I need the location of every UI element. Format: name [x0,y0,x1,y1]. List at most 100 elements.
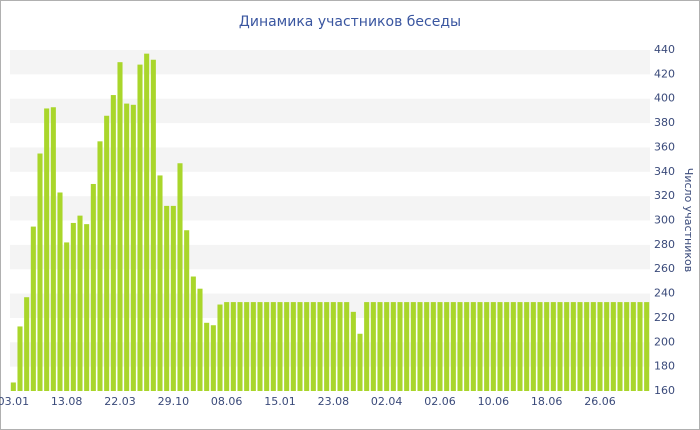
bar [77,215,83,391]
bar [490,302,496,391]
bar [290,302,296,391]
bar [70,222,76,391]
bar [417,302,423,391]
bar [524,302,530,391]
y-axis-title: Число участников [682,168,695,272]
bar [510,302,516,391]
bar [10,382,16,391]
bar [264,302,270,391]
y-tick-label: 160 [654,384,675,397]
bar [57,192,63,391]
grid-stripe [10,342,650,367]
x-tick-label: 26.06 [584,395,616,408]
bar [50,107,56,391]
x-tick-label: 10.06 [478,395,510,408]
bar [64,242,70,391]
y-tick-label: 300 [654,214,675,227]
bar [344,302,350,391]
grid-stripe [10,50,650,75]
bar [137,64,143,391]
bar [450,302,456,391]
bar [257,302,263,391]
bar [330,302,336,391]
x-tick-label: 29.10 [158,395,190,408]
bar [624,302,630,391]
y-tick-label: 420 [654,67,675,80]
bar [130,104,136,391]
bar [464,302,470,391]
bar [604,302,610,391]
bar [537,302,543,391]
bar [470,302,476,391]
bar [24,297,30,391]
y-tick-label: 180 [654,360,675,373]
bar [350,311,356,391]
x-tick-label: 22.03 [104,395,136,408]
bar [270,302,276,391]
bar [164,205,170,391]
bar [124,103,130,391]
grid-stripe [10,98,650,124]
bar [337,302,343,391]
bar [310,302,316,391]
bar [97,141,103,391]
bar [204,322,210,391]
bar [150,59,156,391]
y-tick-label: 380 [654,116,675,129]
y-tick-label: 260 [654,262,675,275]
bar [477,302,483,391]
bar [84,224,90,391]
bar [610,302,616,391]
bar [517,302,523,391]
bar [384,302,390,391]
bar [104,115,110,391]
bar [530,302,536,391]
bar [364,302,370,391]
bar [170,205,176,391]
bar [250,302,256,391]
grid-stripe [10,244,650,270]
y-tick-label: 400 [654,92,675,105]
bar [390,302,396,391]
bar [297,302,303,391]
x-tick-label: 03.01 [0,395,29,408]
y-tick-label: 280 [654,238,675,251]
bar [410,302,416,391]
y-tick-label: 440 [654,43,675,56]
bar [144,53,150,392]
bar [277,302,283,391]
bar [17,326,23,391]
x-tick-label: 18.06 [531,395,563,408]
y-tick-label: 340 [654,165,675,178]
y-tick-label: 240 [654,287,675,300]
bar [110,95,116,391]
y-tick-label: 220 [654,311,675,324]
bar [437,302,443,391]
bar [304,302,310,391]
bar [577,302,583,391]
bar [484,302,490,391]
bar [590,302,596,391]
bar [424,302,430,391]
bar [564,302,570,391]
bar [644,302,650,391]
x-tick-label: 02.06 [424,395,456,408]
x-tick-label: 13.08 [51,395,83,408]
bar [617,302,623,391]
bar [224,302,230,391]
grid-stripe [10,147,650,172]
x-tick-label: 08.06 [211,395,243,408]
bar [397,302,403,391]
bar [44,108,50,391]
bar [570,302,576,391]
bar [404,302,410,391]
bar [550,302,556,391]
bar [90,183,96,391]
grid-stripe [10,293,650,318]
bar [177,163,183,391]
bar [30,226,36,391]
bar [584,302,590,391]
bar [444,302,450,391]
bar [317,302,323,391]
